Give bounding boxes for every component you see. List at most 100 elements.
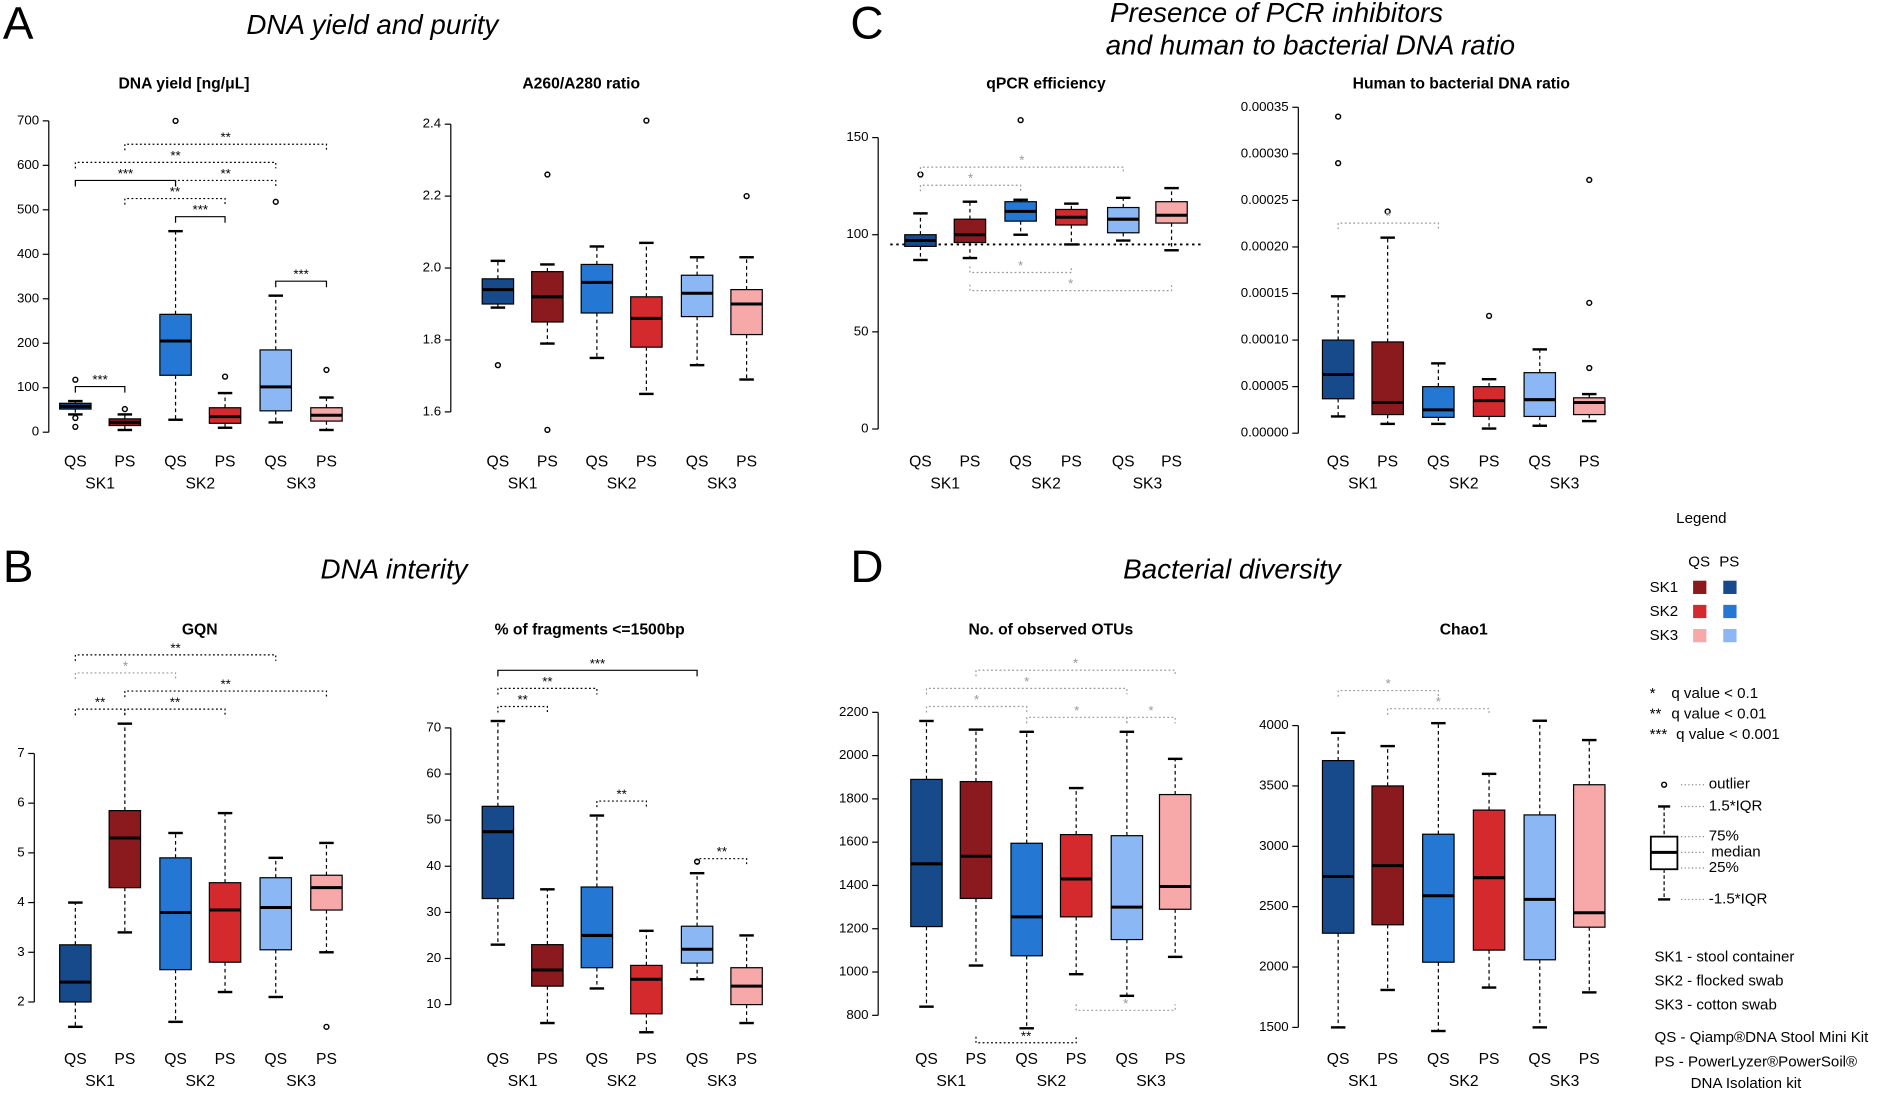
box — [630, 296, 663, 348]
x-tick-label: QS — [1116, 1051, 1139, 1068]
outlier — [323, 366, 330, 374]
significance-bracket — [124, 690, 328, 698]
legend: Legend QS PS * q value < 0.1 ** q value … — [1650, 510, 1870, 1092]
y-tick-label: 70 — [426, 719, 441, 734]
x-tick-label: PS — [959, 454, 980, 471]
significance-label: *** — [193, 202, 208, 217]
group-label: SK2 — [1037, 1073, 1067, 1090]
x-tick-label: PS — [316, 1051, 337, 1068]
significance-bracket — [275, 280, 328, 288]
section-title: Bacterial diversity — [1123, 553, 1343, 584]
significance-label: * — [1073, 656, 1078, 671]
x-tick-label: PS — [114, 1051, 135, 1068]
significance-bracket — [124, 143, 328, 151]
x-tick-label: PS — [1066, 1051, 1087, 1068]
section-title: and human to bacterial DNA ratio — [1106, 29, 1515, 60]
y-tick-label: 2200 — [839, 704, 869, 719]
plot-title: GQN — [182, 621, 218, 638]
x-tick-label: QS — [909, 454, 932, 471]
x-tick-label: QS — [164, 454, 187, 471]
significance-bracket — [74, 385, 126, 393]
group-label: SK1 — [508, 1073, 538, 1090]
x-tick-label: QS — [1528, 1051, 1551, 1068]
x-tick-label: QS — [586, 1051, 609, 1068]
box — [1155, 201, 1188, 224]
significance-label: ** — [170, 148, 180, 163]
group-label: SK3 — [1136, 1073, 1166, 1090]
significance-bracket — [74, 654, 277, 661]
section-title: Presence of PCR inhibitors — [1110, 0, 1443, 28]
box — [1010, 842, 1043, 957]
y-tick-label: 6 — [17, 795, 24, 810]
box — [910, 778, 943, 928]
group-label: SK3 — [707, 475, 737, 492]
x-tick-label: QS — [686, 454, 709, 471]
significance-bracket — [174, 216, 226, 223]
x-tick-label: QS — [64, 1051, 87, 1068]
significance-label: *** — [118, 166, 134, 181]
significance-bracket — [497, 705, 548, 713]
box — [1422, 833, 1455, 963]
y-tick-label: 1.8 — [423, 331, 441, 346]
x-tick-label: PS — [1579, 1051, 1600, 1068]
y-tick-label: 2.4 — [423, 116, 441, 131]
sig-text: q value < 0.001 — [1676, 726, 1780, 743]
x-tick-label: QS — [164, 1051, 187, 1068]
y-tick-label: 1.6 — [423, 403, 441, 418]
box — [630, 964, 663, 1015]
y-tick-label: 7 — [17, 745, 24, 760]
key-label: -1.5*IQR — [1709, 890, 1768, 907]
significance-label: * — [1386, 676, 1391, 691]
y-tick-label: 600 — [17, 157, 39, 172]
x-tick-label: PS — [1479, 454, 1500, 471]
y-tick-label: 0.00035 — [1241, 99, 1289, 114]
x-tick-label: PS — [1161, 454, 1182, 471]
box — [680, 925, 714, 964]
y-tick-label: 1600 — [839, 834, 869, 849]
x-tick-label: PS — [316, 454, 337, 471]
x-tick-label: PS — [736, 454, 757, 471]
sig-symbol: *** — [1650, 726, 1668, 743]
legend-row-label: SK1 — [1650, 579, 1678, 596]
abbreviation: SK2 - flocked swab — [1654, 973, 1783, 990]
y-tick-label: 2.0 — [423, 260, 441, 275]
outlier — [743, 192, 750, 200]
x-tick-label: QS — [915, 1051, 938, 1068]
abbreviation: SK3 - cotton swab — [1654, 997, 1776, 1014]
x-tick-label: PS — [1579, 454, 1600, 471]
legend-swatch — [1723, 604, 1737, 619]
legend-title: Legend — [1676, 510, 1726, 527]
significance-bracket — [919, 184, 1022, 192]
box — [580, 886, 614, 969]
x-tick-label: QS — [586, 454, 609, 471]
y-tick-label: 1400 — [839, 877, 869, 892]
x-tick-label: QS — [487, 1051, 510, 1068]
y-tick-label: 300 — [17, 290, 39, 305]
x-tick-label: PS — [736, 1051, 757, 1068]
y-tick-label: 0 — [861, 421, 868, 436]
box — [580, 263, 614, 314]
y-tick-label: 0 — [32, 424, 39, 439]
legend-row-label: SK3 — [1650, 627, 1678, 644]
y-tick-label: 150 — [846, 129, 868, 144]
significance-label: * — [1018, 258, 1023, 273]
significance-bracket — [74, 179, 177, 187]
significance-label: * — [974, 692, 979, 707]
outlier — [643, 117, 650, 124]
section-title: DNA interity — [321, 553, 470, 584]
key-label: median — [1711, 843, 1760, 860]
x-tick-label: PS — [215, 1051, 236, 1068]
panel-letter: C — [850, 0, 883, 49]
significance-label: ** — [1021, 1028, 1031, 1043]
plot-title: A260/A280 ratio — [522, 76, 640, 93]
y-tick-label: 1500 — [1259, 1019, 1289, 1034]
legend-swatch — [1693, 580, 1707, 594]
group-label: SK1 — [930, 475, 960, 492]
y-tick-label: 5 — [17, 844, 24, 859]
outlier — [272, 198, 279, 205]
box — [1158, 793, 1192, 910]
significance-bracket — [1026, 716, 1128, 724]
outlier — [1586, 176, 1593, 184]
legend-column: PS — [1719, 554, 1739, 571]
box — [1371, 785, 1404, 926]
